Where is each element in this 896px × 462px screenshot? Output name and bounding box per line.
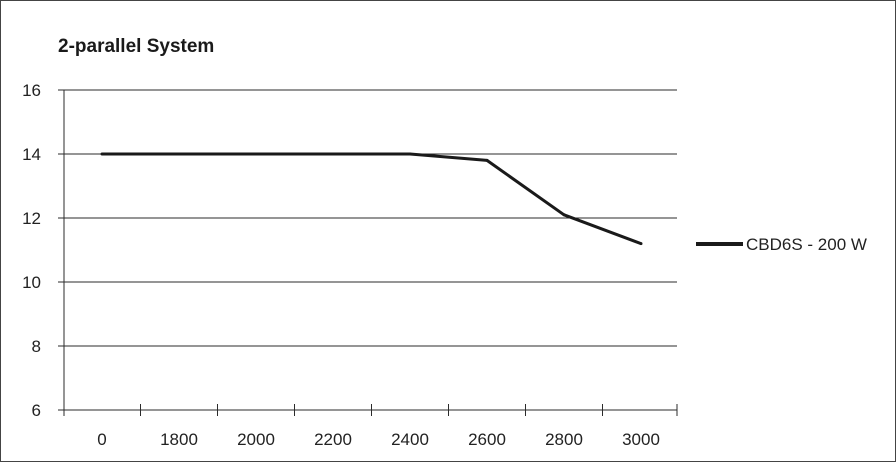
y-tick-label: 16	[22, 81, 41, 100]
data-point	[254, 152, 258, 156]
axis-group: 6 8 10 12 14 16 0 1800 2000 2200 2400 2600 2800 3000	[22, 81, 678, 449]
grid-group	[64, 89, 677, 347]
legend-label: CBD6S - 200 W	[746, 235, 867, 254]
x-tick-label: 2800	[545, 430, 583, 449]
x-tick-label: 2000	[237, 430, 275, 449]
y-tick-label: 8	[32, 337, 41, 356]
series-group	[100, 152, 643, 246]
data-point	[562, 213, 566, 217]
x-tick-label: 1800	[160, 430, 198, 449]
chart-title: 2-parallel System	[58, 36, 214, 57]
y-tick-label: 12	[22, 209, 41, 228]
data-point	[100, 152, 104, 156]
data-point	[331, 152, 335, 156]
x-tick-label: 2200	[314, 430, 352, 449]
x-tick-label: 0	[97, 430, 106, 449]
data-point	[639, 242, 643, 246]
y-tick-label: 10	[22, 273, 41, 292]
data-point	[177, 152, 181, 156]
legend: CBD6S - 200 W	[696, 235, 867, 254]
data-point	[485, 158, 489, 162]
x-tick-label: 2400	[391, 430, 429, 449]
series-line	[102, 152, 642, 246]
y-tick-label: 14	[22, 145, 41, 164]
x-tick-label: 3000	[622, 430, 660, 449]
data-point	[408, 152, 412, 156]
y-tick-label: 6	[32, 401, 41, 420]
x-tick-label: 2600	[468, 430, 506, 449]
